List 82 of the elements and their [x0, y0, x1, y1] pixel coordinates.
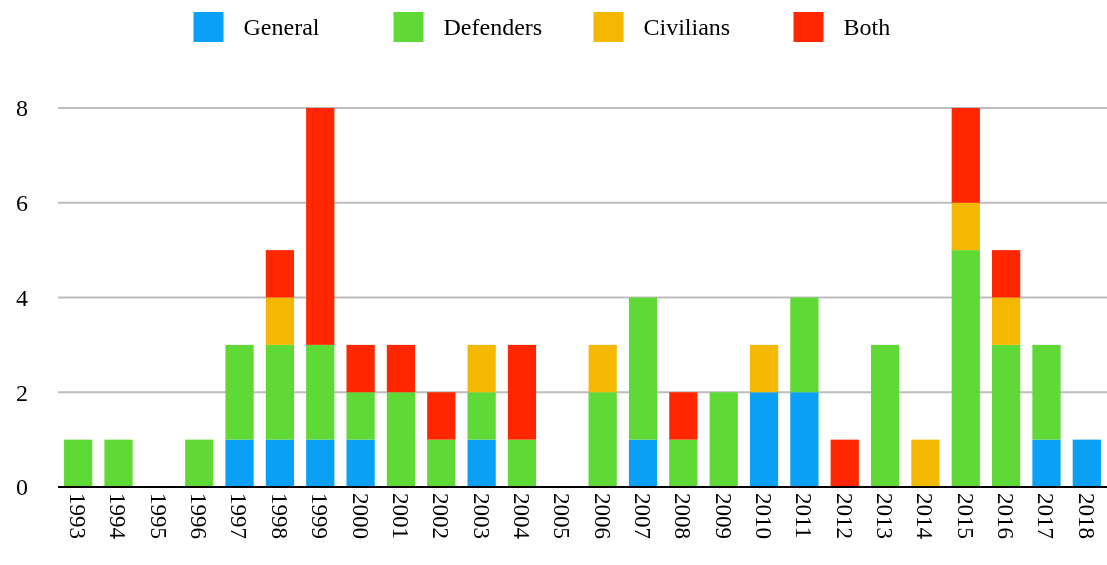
x-tick-label: 2017	[1033, 493, 1059, 539]
bar	[427, 392, 456, 440]
x-tick-label: 2014	[912, 493, 938, 540]
bar	[467, 344, 496, 393]
bar	[588, 344, 617, 393]
bar	[64, 439, 93, 487]
bar	[628, 297, 658, 440]
bar	[669, 392, 698, 440]
bar	[225, 344, 254, 440]
bar	[588, 392, 617, 487]
x-tick-label: 2005	[549, 493, 575, 539]
bar	[911, 439, 940, 487]
bar	[1032, 344, 1061, 440]
bar	[467, 392, 496, 440]
bar	[749, 392, 779, 487]
x-tick-label: 2004	[508, 493, 534, 540]
bar	[185, 439, 214, 487]
x-tick-label: 2003	[468, 493, 494, 539]
bar	[265, 297, 295, 345]
bar	[992, 297, 1021, 345]
x-tick-label: 1993	[65, 493, 91, 539]
bar	[306, 439, 335, 487]
bar	[306, 108, 335, 345]
bar	[669, 439, 698, 487]
x-tick-label: 2008	[670, 493, 696, 539]
bar	[749, 344, 779, 393]
bar	[104, 439, 133, 487]
bar	[951, 108, 980, 203]
bar	[346, 439, 375, 487]
bar	[427, 439, 456, 487]
x-tick-label: 2010	[751, 493, 777, 539]
bar	[265, 439, 295, 487]
x-tick-label: 2011	[791, 493, 817, 539]
bar	[265, 344, 295, 440]
x-tick-label: 2012	[831, 493, 857, 539]
x-tick-label: 2016	[993, 493, 1019, 539]
x-tick-label: 2018	[1073, 493, 1099, 539]
bar	[951, 202, 980, 251]
bar	[951, 250, 980, 487]
bar	[1072, 439, 1101, 487]
x-tick-label: 1994	[105, 493, 131, 540]
bar	[628, 439, 658, 487]
x-tick-label: 2015	[952, 493, 978, 539]
bar	[870, 344, 900, 487]
bar	[306, 344, 335, 440]
x-tick-label: 1999	[307, 493, 333, 539]
x-tick-label: 1998	[266, 493, 292, 539]
x-tick-label: 2001	[387, 493, 413, 539]
y-tick-label: 4	[16, 284, 28, 311]
x-tick-label: 2007	[629, 493, 655, 539]
bar	[507, 344, 537, 440]
bar	[790, 297, 819, 393]
x-tick-label: 2006	[589, 493, 615, 539]
bar	[830, 439, 859, 487]
bar	[709, 392, 738, 487]
bar	[1032, 439, 1061, 487]
bar	[992, 344, 1021, 487]
y-tick-label: 6	[16, 190, 28, 217]
legend-label: Civilians	[643, 14, 731, 41]
bar	[346, 392, 375, 440]
x-tick-label: 2009	[710, 493, 736, 539]
y-tick-label: 2	[16, 379, 28, 406]
bar	[265, 250, 295, 298]
x-tick-label: 2013	[872, 493, 898, 539]
x-tick-label: 1996	[186, 493, 212, 539]
x-tick-label: 1995	[145, 493, 171, 539]
y-tick-label: 0	[16, 474, 28, 501]
legend-label: General	[243, 14, 320, 41]
bar	[507, 439, 537, 487]
bar	[346, 344, 375, 393]
bar	[467, 439, 496, 487]
legend-label: Defenders	[443, 14, 543, 41]
bar	[386, 392, 416, 487]
legend-label: Both	[843, 14, 891, 41]
y-tick-label: 8	[16, 95, 28, 122]
x-tick-label: 2000	[347, 493, 373, 539]
bar	[992, 250, 1021, 298]
x-tick-label: 1997	[226, 493, 252, 539]
x-tick-label: 2002	[428, 493, 454, 539]
bar	[386, 344, 416, 393]
bar	[790, 392, 819, 487]
bar	[225, 439, 254, 487]
